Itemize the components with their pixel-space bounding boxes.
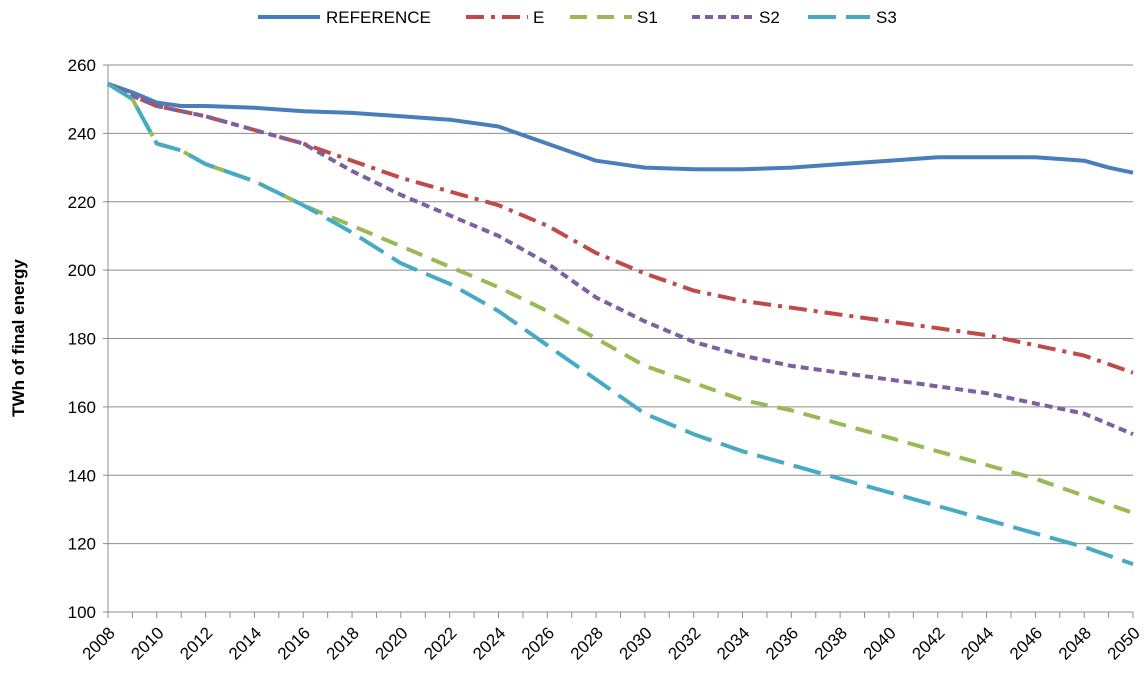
x-tick-label: 2042: [908, 623, 948, 663]
y-tick-label: 260: [68, 56, 96, 75]
x-tick-label: 2026: [518, 623, 558, 663]
x-tick-label: 2014: [225, 623, 265, 663]
x-tick-label: 2040: [860, 623, 900, 663]
x-tick-label: 2012: [176, 623, 216, 663]
x-tick-label: 2028: [567, 623, 607, 663]
y-tick-labels: 100 120 140 160 180 200 220 240 260: [68, 56, 96, 622]
series-line-s2: [107, 82, 1134, 437]
series-line-e: [107, 82, 1134, 375]
y-tick-label: 140: [68, 466, 96, 485]
y-tick-label: 120: [68, 535, 96, 554]
x-tick-label: 2036: [762, 623, 802, 663]
y-tick-label: 180: [68, 330, 96, 349]
legend-label-s3: S3: [876, 8, 897, 27]
y-tick-label: 160: [68, 398, 96, 417]
x-tick-label: 2038: [811, 623, 851, 663]
x-tick-label: 2020: [372, 623, 412, 663]
legend: REFERENCE E S1 S2 S3: [258, 8, 897, 27]
legend-label-s1: S1: [637, 8, 658, 27]
y-tick-label: 200: [68, 261, 96, 280]
series-line-reference: [107, 81, 1134, 175]
x-tick-label: 2008: [79, 623, 119, 663]
y-tick-label: 240: [68, 124, 96, 143]
x-tick-label: 2030: [616, 623, 656, 663]
y-axis-title: TWh of final energy: [9, 259, 28, 417]
y-tick-label: 220: [68, 193, 96, 212]
series-line-s3: [106, 82, 1134, 566]
legend-label-s2: S2: [759, 8, 780, 27]
x-tick-label: 2032: [664, 623, 704, 663]
x-tick-label: 2018: [323, 623, 363, 663]
x-tick-label: 2016: [274, 623, 314, 663]
grid-lines: [108, 64, 1133, 613]
x-tick-label: 2034: [713, 623, 753, 663]
x-tick-label: 2048: [1055, 623, 1095, 663]
legend-label-e: E: [533, 8, 544, 27]
x-tick-label: 2046: [1006, 623, 1046, 663]
series-line-s1: [106, 82, 1134, 515]
x-tick-label: 2024: [469, 623, 509, 663]
axes: [103, 64, 1134, 618]
legend-label-reference: REFERENCE: [326, 8, 431, 27]
x-tick-label: 2044: [957, 623, 997, 663]
x-tick-labels: 2008 2010 2012 2014 2016 2018 2020 2022 2024 2026…: [79, 623, 1144, 663]
x-tick-label: 2022: [420, 623, 460, 663]
series-lines: [106, 81, 1134, 566]
x-tick-label: 2010: [127, 623, 167, 663]
x-tick-label: 2050: [1104, 623, 1144, 663]
y-tick-label: 100: [68, 603, 96, 622]
